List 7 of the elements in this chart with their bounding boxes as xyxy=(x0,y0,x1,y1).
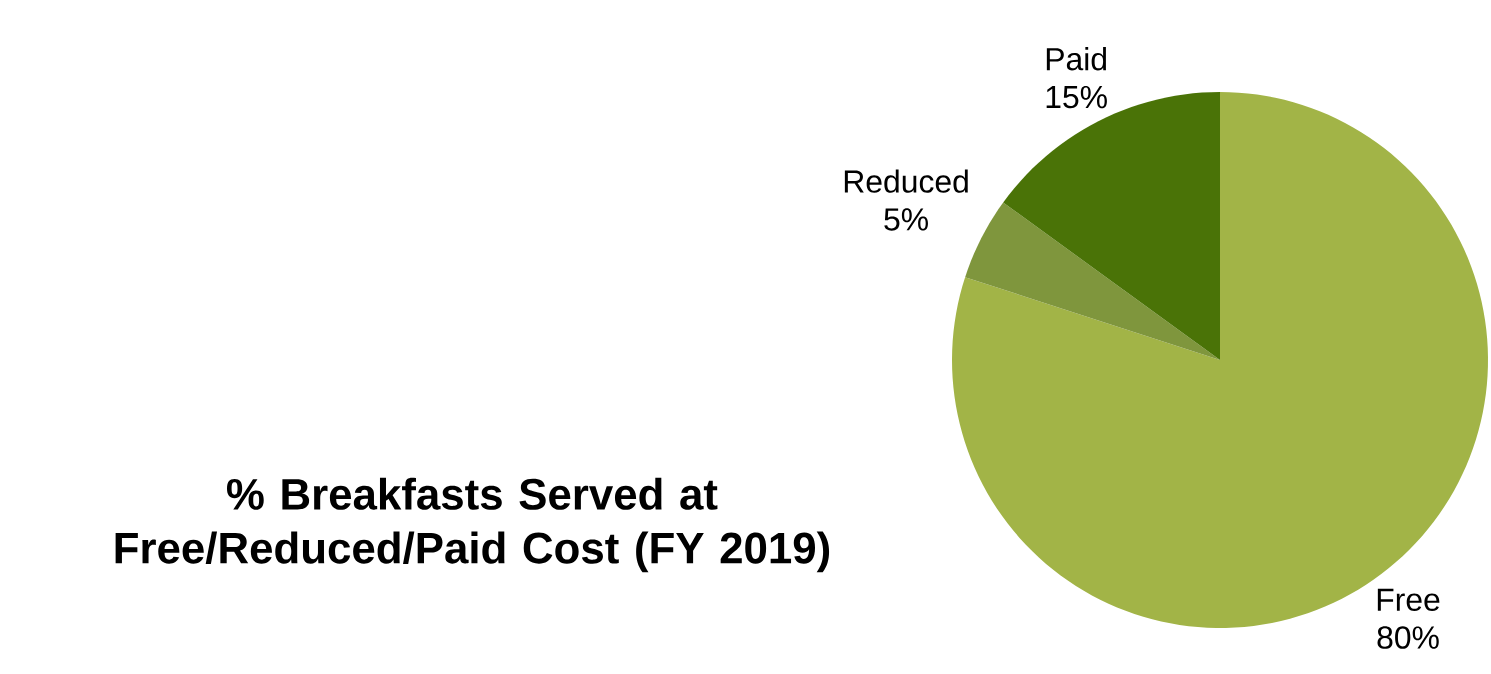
slice-label: Reduced xyxy=(844,169,968,193)
slice-label: Free xyxy=(1377,588,1440,611)
slice-label: Paid xyxy=(1046,47,1106,71)
data-label: 80% xyxy=(1377,626,1439,649)
text: % Breakfasts Served at Free/Reduced/Paid Cost (FY 2019) xyxy=(115,477,830,573)
data-label: 15% xyxy=(1046,85,1107,109)
data-label: 5% xyxy=(884,208,928,231)
